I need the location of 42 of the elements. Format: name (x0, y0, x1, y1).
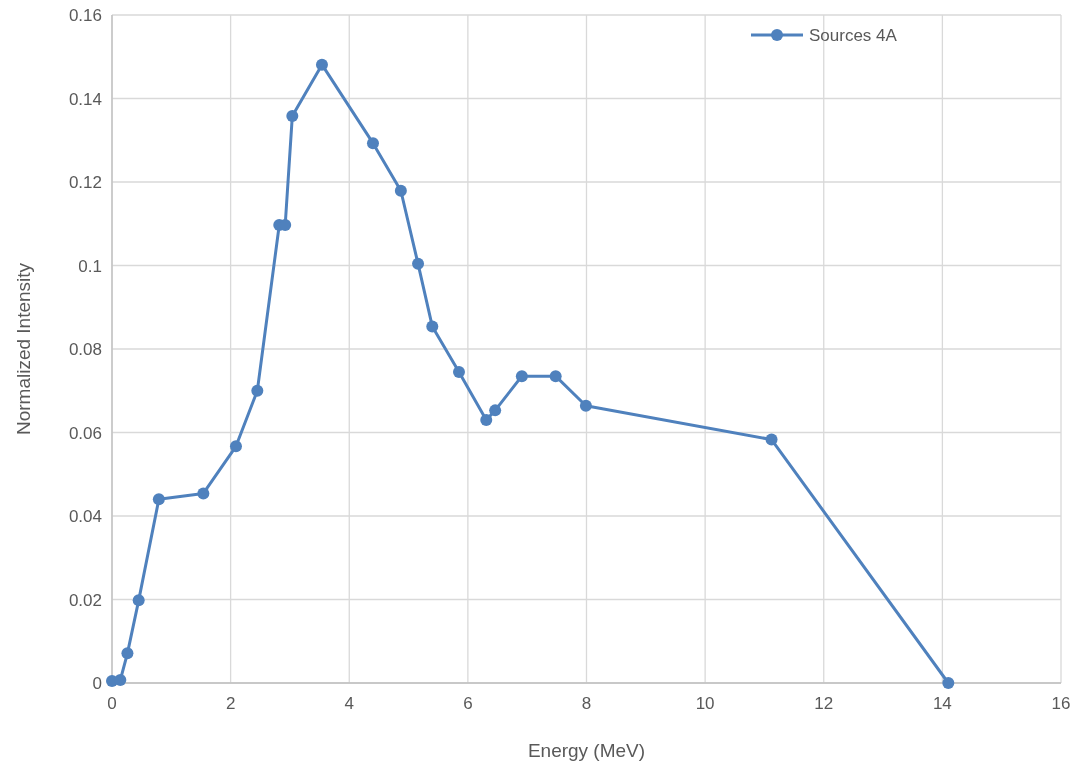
point (489, 404, 502, 417)
x-tick-label: 10 (695, 694, 715, 713)
y-tick-label: 0.1 (78, 256, 102, 276)
point (394, 184, 407, 197)
x-tick-label: 8 (581, 694, 592, 713)
point (452, 365, 465, 378)
point (121, 647, 134, 660)
x-tick-label: 16 (1051, 694, 1071, 713)
y-tick-label: 0.02 (68, 590, 102, 610)
point (251, 384, 264, 397)
y-tick-label: 0.16 (68, 6, 102, 25)
y-tick-label: 0.14 (68, 89, 102, 109)
point (152, 493, 165, 506)
y-axis-title: Normalized Intensity (13, 262, 34, 436)
point (579, 399, 592, 412)
point (942, 677, 955, 689)
y-tick-label: 0.12 (68, 173, 102, 192)
point (515, 370, 528, 383)
x-tick-label: 2 (225, 694, 236, 713)
point (132, 594, 145, 607)
y-tick-label: 0.04 (68, 507, 102, 526)
x-tick-label: 4 (344, 694, 354, 713)
y-tick-label: 0 (92, 674, 102, 693)
x-tick-label: 6 (463, 694, 473, 713)
point (197, 487, 210, 500)
point (366, 137, 379, 150)
point (229, 440, 242, 453)
point (412, 257, 425, 270)
y-tick-label: 0.06 (68, 423, 102, 443)
point (114, 674, 127, 687)
legend-label: Sources 4A (809, 26, 898, 45)
point (480, 413, 493, 426)
point (315, 58, 328, 71)
x-tick-label: 14 (932, 694, 952, 713)
x-tick-label: 0 (107, 694, 117, 713)
point (765, 433, 778, 446)
point (286, 110, 299, 123)
x-tick-label: 12 (814, 694, 834, 713)
point (426, 320, 439, 333)
y-tick-label: 0.08 (68, 340, 102, 359)
point (549, 370, 562, 383)
x-axis-title: Energy (MeV) (527, 740, 646, 761)
